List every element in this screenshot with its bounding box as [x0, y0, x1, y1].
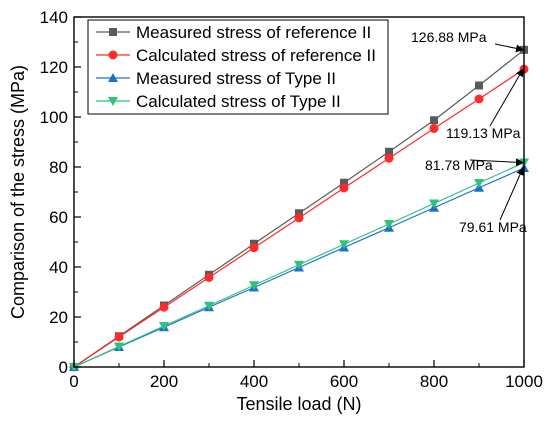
legend-label: Calculated stress of Type II [136, 92, 341, 111]
data-point [474, 94, 484, 104]
series-2 [69, 64, 529, 372]
annotation-label: 81.78 MPa [425, 157, 493, 173]
data-point [339, 240, 349, 250]
legend-label: Measured stress of reference II [136, 23, 371, 42]
data-point [429, 124, 439, 133]
y-tick-label: 100 [40, 108, 68, 127]
value-annotation: 79.61 MPa [459, 167, 527, 235]
data-point [114, 332, 124, 342]
legend-item: Calculated stress of reference II [96, 46, 376, 65]
y-tick-label: 60 [49, 208, 68, 227]
y-tick-label: 120 [40, 58, 68, 77]
data-point [430, 116, 438, 125]
value-annotation: 126.88 MPa [411, 29, 524, 53]
legend-marker [108, 97, 118, 106]
data-point [384, 220, 394, 229]
legend-item: Measured stress of reference II [96, 23, 371, 42]
series-4 [69, 158, 529, 372]
data-point [429, 199, 439, 209]
x-axis-label: Tensile load (N) [236, 394, 361, 414]
y-tick-label: 40 [49, 258, 68, 277]
data-point [294, 213, 304, 223]
data-point [294, 260, 304, 270]
data-point [204, 301, 214, 311]
legend-item: Measured stress of Type II [96, 69, 336, 88]
data-point [385, 147, 393, 156]
data-point [114, 342, 124, 352]
data-point [249, 243, 259, 253]
ticks-layer: 0 200 400 600 800 1000 0 20 40 60 80 100 120 140 [40, 8, 543, 391]
annotation-layer: 126.88 MPa 119.13 MPa 81.78 MPa 79.61 MPa [411, 29, 527, 235]
series-layer [69, 45, 529, 372]
data-point [474, 179, 484, 188]
data-point [204, 273, 214, 282]
x-tick-label: 400 [240, 372, 268, 391]
y-tick-label: 80 [49, 158, 68, 177]
x-tick-label: 800 [420, 372, 448, 391]
annotation-arrow [469, 158, 524, 167]
y-tick-label: 20 [49, 308, 68, 327]
annotation-label: 79.61 MPa [459, 219, 527, 235]
legend-marker [109, 28, 117, 36]
data-point [249, 281, 259, 291]
x-tick-label: 1000 [505, 372, 543, 391]
x-tick-label: 600 [330, 372, 358, 391]
annotation-label: 119.13 MPa [446, 125, 521, 141]
legend-marker [108, 50, 118, 60]
data-point [159, 302, 169, 312]
annotation-arrow [489, 68, 524, 127]
data-point [295, 209, 303, 218]
y-axis-label: Comparison of the stress (MPa) [8, 65, 28, 319]
y-tick-label: 140 [40, 8, 68, 27]
x-tick-label: 200 [150, 372, 178, 391]
data-point [340, 178, 348, 187]
annotation-label: 126.88 MPa [411, 29, 487, 45]
annotation-arrow [494, 43, 524, 53]
y-tick-label: 0 [59, 358, 68, 377]
legend-box [87, 19, 389, 115]
data-point [384, 153, 394, 163]
legend-item: Calculated stress of Type II [96, 92, 341, 111]
value-annotation: 119.13 MPa [446, 68, 524, 141]
data-point [339, 183, 349, 193]
legend-marker [108, 73, 118, 82]
legend-label: Calculated stress of reference II [136, 46, 376, 65]
x-tick-label: 0 [69, 372, 78, 391]
legend: Measured stress of reference II Calculate… [87, 19, 389, 115]
annotation-arrow [499, 167, 524, 221]
data-point [159, 322, 169, 331]
data-point [475, 81, 483, 90]
legend-label: Measured stress of Type II [136, 69, 336, 88]
value-annotation: 81.78 MPa [425, 157, 524, 173]
